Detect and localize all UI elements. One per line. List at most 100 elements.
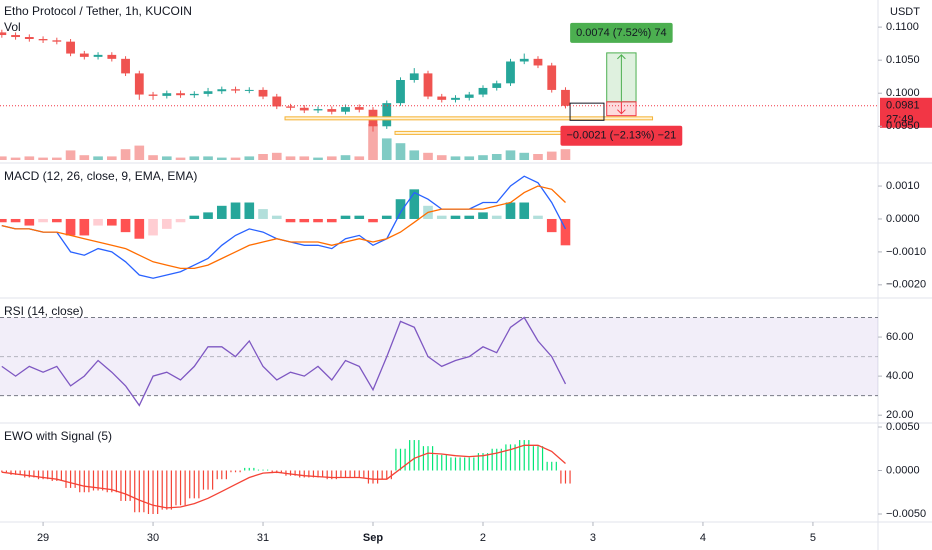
histogram-bar [120,218,131,233]
histogram-bar [148,218,158,236]
x-tick-label: Sep [363,532,383,544]
candle-body [464,94,474,98]
target-arrow [617,54,626,102]
candle-body [162,93,172,96]
histogram-bar [134,218,145,239]
countdown-label: 27:49 [886,114,914,126]
y-tick-label: 0.0000 [886,464,920,476]
y-tick-label: −0.0050 [886,508,926,520]
histogram-bar [79,218,90,236]
candle-body [437,96,447,100]
line [1,444,566,509]
volume-bar [65,150,76,160]
volume-bar [161,156,172,160]
volume-bar [519,152,530,160]
x-tick-label: 31 [257,532,269,544]
y-tick-label: −0.0010 [886,246,926,258]
candle-body [519,58,529,62]
candle-body [148,94,158,96]
candle-body [533,58,543,66]
candle-body [244,89,254,91]
volume-bar [244,156,255,160]
candle-body [93,54,103,57]
volume-bar [271,152,282,160]
histogram-bar [491,215,502,219]
y-tick-label: 0.0950 [886,120,920,132]
candle-body [24,37,34,40]
ewo-title: EWO with Signal (5) [4,429,112,443]
stop-arrow [617,101,626,115]
y-tick-label: 40.00 [886,370,914,382]
x-tick-label: 5 [810,532,816,544]
x-tick-label: 2 [480,532,486,544]
histogram-bar [10,218,21,223]
chart-title: Etho Protocol / Tether, 1h, KUCOIN [4,4,192,18]
histogram-bar [38,218,48,223]
position-label-text: −0.0021 (−2.13%) −21 [566,130,676,142]
volume-bar [148,155,158,160]
volume-bar [38,157,48,160]
histogram-bar [244,202,255,219]
candle-body [203,91,213,94]
histogram-bar [368,218,378,223]
histogram-bar [52,218,62,223]
candle-body [52,40,62,42]
line [1,185,566,270]
line [1,316,567,407]
candle-body [341,107,350,112]
candle-body [299,107,309,111]
x-tick-label: 4 [700,532,706,544]
volume-bar [10,157,21,160]
histogram-bar [560,218,571,246]
candle-body [396,80,405,104]
histogram-bar [203,212,213,219]
histogram-bar [505,202,516,219]
rsi-title: RSI (14, close) [4,304,83,318]
last-price-box [880,97,932,128]
volume-bar [491,154,502,160]
volume-bar [52,157,62,160]
volume-bar [533,154,543,160]
volume-bar [395,143,406,160]
volume-bar [299,156,310,160]
histogram-bar [409,189,420,219]
x-tick-label: 30 [147,532,159,544]
candle-body [492,83,502,88]
y-tick-label: 0.1100 [886,21,919,33]
volume-bar [93,156,103,160]
y-tick-label: 0.0010 [886,180,920,192]
candle-body [258,89,268,97]
histogram-bar [450,215,461,219]
histogram-bar [285,218,296,223]
histogram-bar [24,218,35,226]
histogram-bar [546,218,557,233]
histogram-bar [65,218,76,236]
histogram-bar [175,218,186,223]
last-price-label: 0.0981 [886,100,920,112]
volume-bar [560,149,571,160]
label-background [560,125,683,146]
histogram-bar [381,215,392,219]
y-tick-label: 0.1050 [886,54,920,66]
volume-bar [134,145,145,160]
volume-bar [340,155,351,160]
candle-body [547,65,557,90]
candle-body [327,109,337,112]
candle-body [134,73,144,95]
histogram-bar [230,202,241,219]
position-label: 0.0074 (7.52%) 74 [570,22,673,43]
candle-body [286,106,295,108]
histogram-bar [326,218,337,223]
histogram-bar [464,215,475,219]
y-tick-label: 0.0000 [886,213,920,225]
candle-body [561,89,570,106]
candle-body [313,109,323,111]
histogram-bar [271,215,282,219]
volume-bar [381,138,392,160]
position-label: −0.0021 (−2.13%) −21 [560,125,683,146]
histogram-bar [533,215,543,219]
histogram-bar [519,202,530,219]
candle-body [176,93,185,96]
